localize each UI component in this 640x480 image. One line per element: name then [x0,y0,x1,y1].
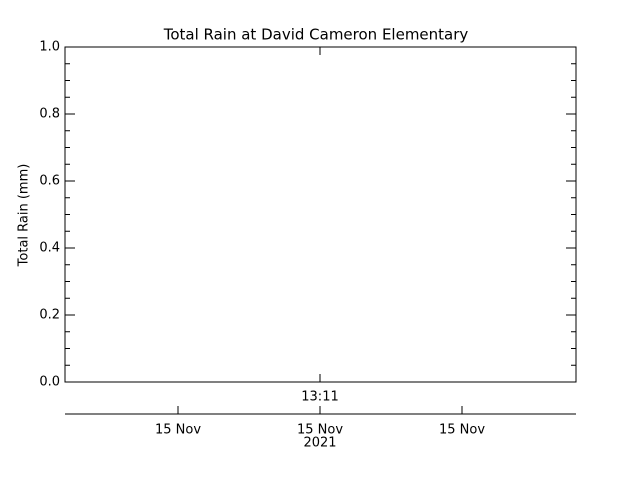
date-label: 15 Nov [297,423,343,438]
y-tick-label: 0.8 [39,107,60,122]
chart-title: Total Rain at David Cameron Elementary [163,26,469,44]
y-tick-label: 0.6 [39,174,60,189]
y-tick-label: 0.2 [39,308,60,323]
time-label: 13:11 [301,390,338,405]
date-label: 15 Nov [155,423,201,438]
date-label: 15 Nov [439,423,485,438]
y-tick-label: 0.0 [39,375,60,390]
year-label: 2021 [303,436,336,451]
y-axis-label: Total Rain (mm) [17,164,32,268]
y-tick-label: 0.4 [39,241,60,256]
y-tick-label: 1.0 [39,40,60,55]
